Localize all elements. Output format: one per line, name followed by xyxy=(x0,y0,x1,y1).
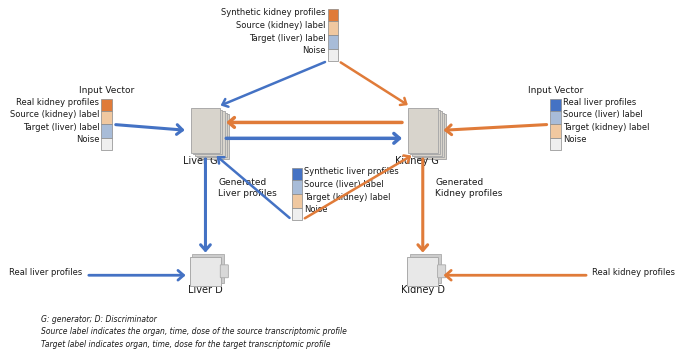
FancyBboxPatch shape xyxy=(199,115,229,159)
Text: Real liver profiles: Real liver profiles xyxy=(563,98,636,107)
FancyBboxPatch shape xyxy=(192,254,224,283)
Text: Target (liver) label: Target (liver) label xyxy=(249,34,326,43)
Text: Source (kidney) label: Source (kidney) label xyxy=(10,111,99,120)
Text: Noise: Noise xyxy=(304,205,327,214)
Bar xyxy=(327,9,338,21)
Bar xyxy=(327,49,338,61)
FancyBboxPatch shape xyxy=(190,257,221,286)
Text: Target (kidney) label: Target (kidney) label xyxy=(563,123,649,132)
Text: Generated
Kidney profiles: Generated Kidney profiles xyxy=(436,178,503,198)
FancyBboxPatch shape xyxy=(416,115,446,159)
Text: Kidney D: Kidney D xyxy=(401,285,445,295)
Bar xyxy=(101,111,112,125)
Text: Noise: Noise xyxy=(302,46,326,55)
FancyBboxPatch shape xyxy=(192,109,223,154)
Bar xyxy=(292,180,303,194)
FancyBboxPatch shape xyxy=(190,108,221,153)
Bar xyxy=(327,35,338,49)
Text: Liver G: Liver G xyxy=(183,156,217,166)
Text: Real kidney profiles: Real kidney profiles xyxy=(593,268,675,277)
Text: Synthetic liver profiles: Synthetic liver profiles xyxy=(304,167,399,176)
Text: Source (liver) label: Source (liver) label xyxy=(563,111,643,120)
FancyBboxPatch shape xyxy=(197,113,227,158)
Bar xyxy=(101,138,112,150)
FancyBboxPatch shape xyxy=(408,108,438,153)
FancyBboxPatch shape xyxy=(410,109,440,154)
Text: G: generator; D: Discriminator
Source label indicates the organ, time, dose of t: G: generator; D: Discriminator Source la… xyxy=(41,315,347,349)
FancyBboxPatch shape xyxy=(438,265,446,278)
Bar xyxy=(101,99,112,111)
Text: Synthetic kidney profiles: Synthetic kidney profiles xyxy=(221,8,326,17)
Text: Liver D: Liver D xyxy=(188,285,223,295)
Bar xyxy=(292,194,303,208)
FancyBboxPatch shape xyxy=(414,113,444,158)
FancyBboxPatch shape xyxy=(221,265,228,278)
Bar xyxy=(292,168,303,180)
Text: Generated
Liver profiles: Generated Liver profiles xyxy=(218,178,277,198)
Text: Source (kidney) label: Source (kidney) label xyxy=(236,21,326,30)
Bar xyxy=(550,138,561,150)
Bar xyxy=(550,111,561,125)
Text: Source (liver) label: Source (liver) label xyxy=(304,180,384,189)
Bar xyxy=(550,99,561,111)
Text: Noise: Noise xyxy=(76,135,99,144)
Text: Real liver profiles: Real liver profiles xyxy=(9,268,82,277)
Text: Target (liver) label: Target (liver) label xyxy=(23,123,99,132)
Bar xyxy=(550,125,561,138)
Bar xyxy=(292,208,303,220)
Text: Noise: Noise xyxy=(563,135,586,144)
FancyBboxPatch shape xyxy=(412,111,442,156)
FancyBboxPatch shape xyxy=(195,111,225,156)
Text: Kidney G: Kidney G xyxy=(395,156,439,166)
Text: Input Vector: Input Vector xyxy=(79,86,134,95)
Text: Input Vector: Input Vector xyxy=(528,86,584,95)
Text: Real kidney profiles: Real kidney profiles xyxy=(16,98,99,107)
FancyBboxPatch shape xyxy=(410,254,441,283)
Text: Target (kidney) label: Target (kidney) label xyxy=(304,193,390,202)
FancyBboxPatch shape xyxy=(407,257,438,286)
Bar xyxy=(327,21,338,35)
Bar xyxy=(101,125,112,138)
